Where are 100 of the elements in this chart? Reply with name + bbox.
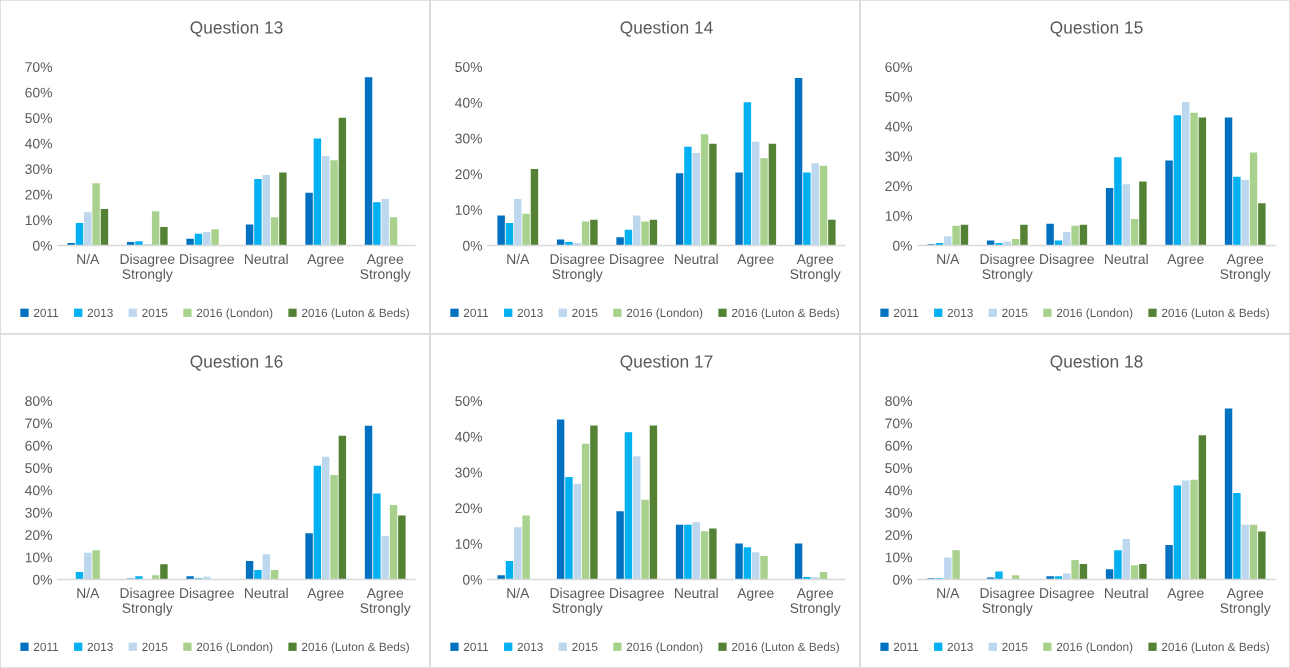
x-tick-label: Disagree Strongly: [980, 587, 1035, 616]
legend-label: 2015: [142, 642, 168, 652]
y-tick-label: 50%: [25, 113, 52, 124]
y-tick-label: 60%: [25, 440, 52, 451]
y-tick-label: 50%: [455, 62, 482, 72]
y-tick-label: 40%: [25, 138, 52, 149]
y-tick-label: 10%: [885, 211, 912, 221]
y-tick-label: 60%: [885, 440, 912, 451]
legend-label: 2013: [517, 642, 543, 652]
x-tick-label: N/A: [507, 253, 530, 265]
y-tick-label: 30%: [455, 133, 482, 144]
y-tick-label: 50%: [455, 396, 482, 406]
legend-label: 2011: [33, 642, 59, 652]
x-tick-label: Agree: [1167, 254, 1204, 267]
legend-label: 2016 (Luton & Beds): [301, 308, 409, 320]
y-tick-label: 10%: [885, 552, 912, 563]
legend-label: 2016 (Luton & Beds): [301, 642, 409, 654]
y-tick-label: 20%: [885, 181, 912, 192]
y-tick-label: 30%: [25, 164, 52, 175]
x-tick-label: Disagree: [610, 587, 664, 601]
legend-label: 2011: [33, 308, 59, 318]
y-tick-label: 10%: [25, 552, 52, 563]
x-tick-label: Disagree Strongly: [550, 587, 605, 616]
y-tick-label: 60%: [25, 87, 52, 98]
y-tick-label: 70%: [885, 418, 912, 429]
x-tick-label: Agree Strongly: [1220, 254, 1271, 282]
legend-label: 2016 (Luton & Beds): [1161, 308, 1269, 320]
x-tick-label: N/A: [507, 587, 530, 599]
legend-label: 2016 (London): [626, 308, 703, 320]
x-tick-label: Neutral: [1105, 587, 1148, 599]
x-tick-label: Agree: [307, 254, 344, 267]
y-tick-label: 0%: [462, 240, 482, 251]
y-tick-label: 10%: [455, 539, 482, 549]
legend-label: 2016 (Luton & Beds): [1161, 642, 1269, 654]
legend-label: 2015: [572, 308, 598, 318]
chart-title: Question 17: [620, 354, 713, 371]
y-tick-label: 30%: [885, 507, 912, 518]
x-tick-label: Disagree: [610, 253, 664, 267]
y-tick-label: 10%: [25, 215, 52, 226]
x-tick-label: N/A: [937, 253, 960, 265]
chart-title: Question 13: [190, 20, 283, 37]
legend-label: 2016 (London): [1056, 308, 1133, 320]
x-tick-label: Agree Strongly: [790, 254, 841, 282]
x-tick-label: Agree: [737, 588, 774, 601]
legend-label: 2016 (London): [196, 642, 273, 654]
y-tick-label: 70%: [25, 418, 52, 429]
x-tick-label: Disagree: [1040, 587, 1094, 601]
y-tick-label: 40%: [455, 97, 482, 108]
x-tick-label: Agree: [737, 254, 774, 267]
y-tick-label: 0%: [892, 574, 912, 585]
x-tick-label: Agree Strongly: [360, 254, 411, 282]
legend-label: 2011: [893, 308, 919, 318]
x-tick-label: Disagree Strongly: [120, 253, 175, 282]
y-tick-label: 0%: [32, 574, 52, 585]
legend-label: 2013: [947, 642, 973, 652]
y-tick-label: 30%: [885, 151, 912, 162]
legend-label: 2013: [517, 308, 543, 318]
legend-label: 2011: [893, 642, 919, 652]
legend-label: 2016 (Luton & Beds): [731, 308, 839, 320]
y-tick-label: 50%: [885, 91, 912, 102]
y-tick-label: 0%: [462, 574, 482, 585]
legend-label: 2013: [87, 642, 113, 652]
x-tick-label: N/A: [937, 587, 960, 599]
x-tick-label: N/A: [77, 253, 100, 265]
y-tick-label: 70%: [25, 62, 52, 72]
x-tick-label: Neutral: [245, 253, 288, 265]
y-tick-label: 80%: [885, 396, 912, 406]
y-tick-label: 80%: [25, 396, 52, 406]
y-tick-label: 30%: [455, 467, 482, 478]
x-tick-label: Disagree Strongly: [550, 253, 605, 282]
legend-label: 2011: [463, 642, 489, 652]
legend-label: 2015: [572, 642, 598, 652]
legend-label: 2016 (Luton & Beds): [731, 642, 839, 654]
chart-title: Question 14: [620, 20, 713, 37]
x-tick-label: Disagree Strongly: [980, 253, 1035, 282]
legend-label: 2016 (London): [1056, 642, 1133, 654]
y-tick-label: 40%: [455, 431, 482, 442]
legend-label: 2013: [947, 308, 973, 318]
x-tick-label: Disagree Strongly: [120, 587, 175, 616]
x-tick-label: Neutral: [675, 253, 718, 265]
legend-label: 2015: [1002, 642, 1028, 652]
y-tick-label: 60%: [885, 62, 912, 72]
x-tick-label: Neutral: [675, 587, 718, 599]
y-tick-label: 40%: [885, 121, 912, 132]
chart-title: Question 18: [1050, 354, 1143, 371]
legend-label: 2011: [463, 308, 489, 318]
x-tick-label: Agree: [1167, 588, 1204, 601]
chart-title: Question 16: [190, 354, 283, 371]
legend-label: 2015: [142, 308, 168, 318]
chart-title: Question 15: [1050, 20, 1143, 37]
x-tick-label: N/A: [77, 587, 100, 599]
x-tick-label: Agree Strongly: [1220, 588, 1271, 616]
y-tick-label: 10%: [455, 205, 482, 215]
y-tick-label: 50%: [25, 463, 52, 473]
y-tick-label: 20%: [885, 530, 912, 540]
legend-label: 2013: [87, 308, 113, 318]
x-tick-label: Disagree: [180, 587, 234, 601]
x-tick-label: Disagree: [1040, 253, 1094, 267]
x-tick-label: Agree: [307, 588, 344, 601]
x-tick-label: Neutral: [245, 587, 288, 599]
